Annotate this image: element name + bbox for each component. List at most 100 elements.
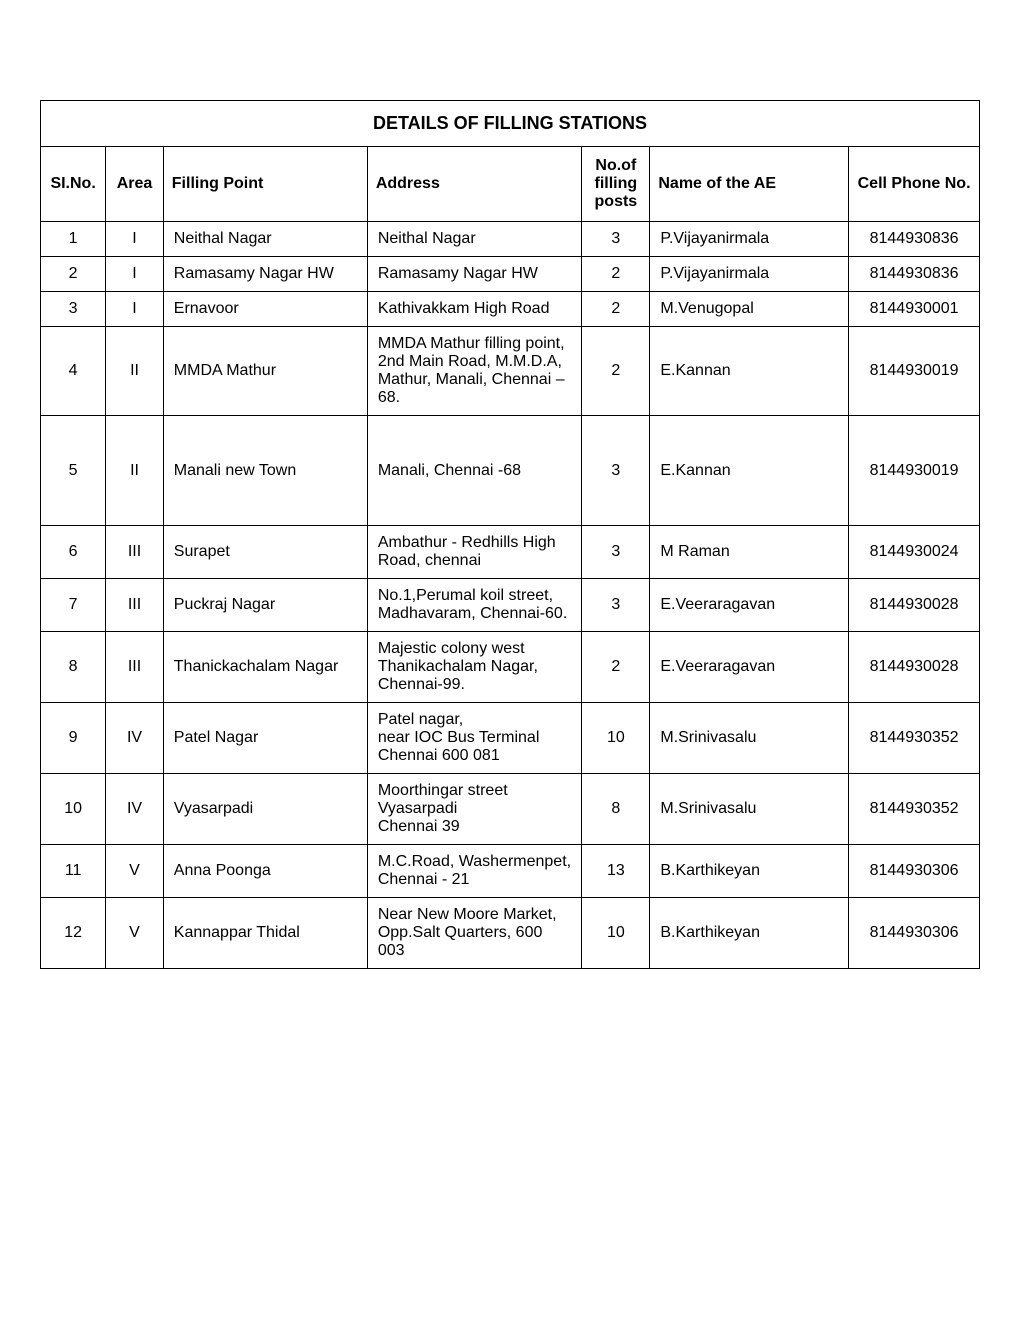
table-row: 9IVPatel NagarPatel nagar,near IOC Bus T… [41, 703, 980, 774]
cell-ae: M Raman [650, 526, 849, 579]
col-header-phone: Cell Phone No. [849, 147, 980, 222]
table-header-row: SI.No. Area Filling Point Address No.of … [41, 147, 980, 222]
cell-posts: 3 [582, 222, 650, 257]
cell-slno: 7 [41, 579, 106, 632]
cell-filling: Ramasamy Nagar HW [163, 257, 367, 292]
cell-slno: 6 [41, 526, 106, 579]
table-row: 12VKannappar ThidalNear New Moore Market… [41, 898, 980, 969]
cell-address: Near New Moore Market,Opp.Salt Quarters,… [367, 898, 582, 969]
cell-filling: Ernavoor [163, 292, 367, 327]
cell-ae: E.Veeraragavan [650, 632, 849, 703]
cell-posts: 13 [582, 845, 650, 898]
cell-area: III [106, 632, 164, 703]
table-body: 1INeithal NagarNeithal Nagar3P.Vijayanir… [41, 222, 980, 969]
cell-address: Ambathur - Redhills High Road, chennai [367, 526, 582, 579]
cell-ae: B.Karthikeyan [650, 845, 849, 898]
cell-address: MMDA Mathur filling point, 2nd Main Road… [367, 327, 582, 416]
cell-slno: 10 [41, 774, 106, 845]
cell-phone: 8144930306 [849, 845, 980, 898]
table-row: 8IIIThanickachalam NagarMajestic colony … [41, 632, 980, 703]
cell-posts: 3 [582, 416, 650, 526]
cell-slno: 9 [41, 703, 106, 774]
cell-posts: 10 [582, 898, 650, 969]
table-row: 7IIIPuckraj NagarNo.1,Perumal koil stree… [41, 579, 980, 632]
cell-phone: 8144930028 [849, 632, 980, 703]
cell-posts: 2 [582, 292, 650, 327]
cell-area: V [106, 898, 164, 969]
col-header-area: Area [106, 147, 164, 222]
cell-address: Manali, Chennai -68 [367, 416, 582, 526]
cell-ae: P.Vijayanirmala [650, 257, 849, 292]
cell-area: V [106, 845, 164, 898]
cell-phone: 8144930306 [849, 898, 980, 969]
cell-area: II [106, 327, 164, 416]
cell-phone: 8144930836 [849, 222, 980, 257]
cell-area: III [106, 579, 164, 632]
cell-phone: 8144930352 [849, 774, 980, 845]
cell-filling: Surapet [163, 526, 367, 579]
cell-posts: 2 [582, 632, 650, 703]
table-title: DETAILS OF FILLING STATIONS [41, 101, 980, 147]
cell-ae: M.Venugopal [650, 292, 849, 327]
cell-posts: 8 [582, 774, 650, 845]
col-header-address: Address [367, 147, 582, 222]
cell-ae: P.Vijayanirmala [650, 222, 849, 257]
cell-ae: M.Srinivasalu [650, 774, 849, 845]
cell-area: II [106, 416, 164, 526]
cell-slno: 12 [41, 898, 106, 969]
table-title-row: DETAILS OF FILLING STATIONS [41, 101, 980, 147]
cell-ae: M.Srinivasalu [650, 703, 849, 774]
cell-slno: 5 [41, 416, 106, 526]
cell-posts: 2 [582, 257, 650, 292]
col-header-posts: No.of filling posts [582, 147, 650, 222]
col-header-slno: SI.No. [41, 147, 106, 222]
cell-phone: 8144930019 [849, 416, 980, 526]
cell-slno: 8 [41, 632, 106, 703]
cell-filling: Neithal Nagar [163, 222, 367, 257]
cell-phone: 8144930019 [849, 327, 980, 416]
cell-area: I [106, 257, 164, 292]
cell-address: M.C.Road, Washermenpet, Chennai - 21 [367, 845, 582, 898]
table-row: 10IVVyasarpadiMoorthingar street Vyasarp… [41, 774, 980, 845]
cell-phone: 8144930001 [849, 292, 980, 327]
cell-phone: 8144930352 [849, 703, 980, 774]
cell-address: Moorthingar street VyasarpadiChennai 39 [367, 774, 582, 845]
cell-phone: 8144930836 [849, 257, 980, 292]
cell-posts: 10 [582, 703, 650, 774]
table-row: 2IRamasamy Nagar HWRamasamy Nagar HW2P.V… [41, 257, 980, 292]
cell-address: Neithal Nagar [367, 222, 582, 257]
cell-slno: 3 [41, 292, 106, 327]
cell-address: Majestic colony west Thanikachalam Nagar… [367, 632, 582, 703]
cell-phone: 8144930024 [849, 526, 980, 579]
cell-posts: 2 [582, 327, 650, 416]
cell-address: No.1,Perumal koil street, Madhavaram, Ch… [367, 579, 582, 632]
col-header-ae: Name of the AE [650, 147, 849, 222]
cell-slno: 4 [41, 327, 106, 416]
cell-area: IV [106, 774, 164, 845]
cell-filling: Thanickachalam Nagar [163, 632, 367, 703]
cell-address: Ramasamy Nagar HW [367, 257, 582, 292]
cell-ae: E.Veeraragavan [650, 579, 849, 632]
cell-area: IV [106, 703, 164, 774]
cell-address: Kathivakkam High Road [367, 292, 582, 327]
cell-slno: 2 [41, 257, 106, 292]
cell-filling: Anna Poonga [163, 845, 367, 898]
table-row: 3IErnavoorKathivakkam High Road2M.Venugo… [41, 292, 980, 327]
cell-filling: Patel Nagar [163, 703, 367, 774]
cell-ae: B.Karthikeyan [650, 898, 849, 969]
cell-ae: E.Kannan [650, 327, 849, 416]
cell-filling: Puckraj Nagar [163, 579, 367, 632]
filling-stations-table: DETAILS OF FILLING STATIONS SI.No. Area … [40, 100, 980, 969]
cell-posts: 3 [582, 579, 650, 632]
cell-phone: 8144930028 [849, 579, 980, 632]
cell-slno: 1 [41, 222, 106, 257]
table-row: 5IIManali new TownManali, Chennai -683E.… [41, 416, 980, 526]
table-row: 4IIMMDA MathurMMDA Mathur filling point,… [41, 327, 980, 416]
cell-address: Patel nagar,near IOC Bus Terminal Chenna… [367, 703, 582, 774]
cell-ae: E.Kannan [650, 416, 849, 526]
cell-area: I [106, 222, 164, 257]
table-row: 1INeithal NagarNeithal Nagar3P.Vijayanir… [41, 222, 980, 257]
col-header-filling: Filling Point [163, 147, 367, 222]
table-row: 11VAnna PoongaM.C.Road, Washermenpet, Ch… [41, 845, 980, 898]
cell-filling: Kannappar Thidal [163, 898, 367, 969]
